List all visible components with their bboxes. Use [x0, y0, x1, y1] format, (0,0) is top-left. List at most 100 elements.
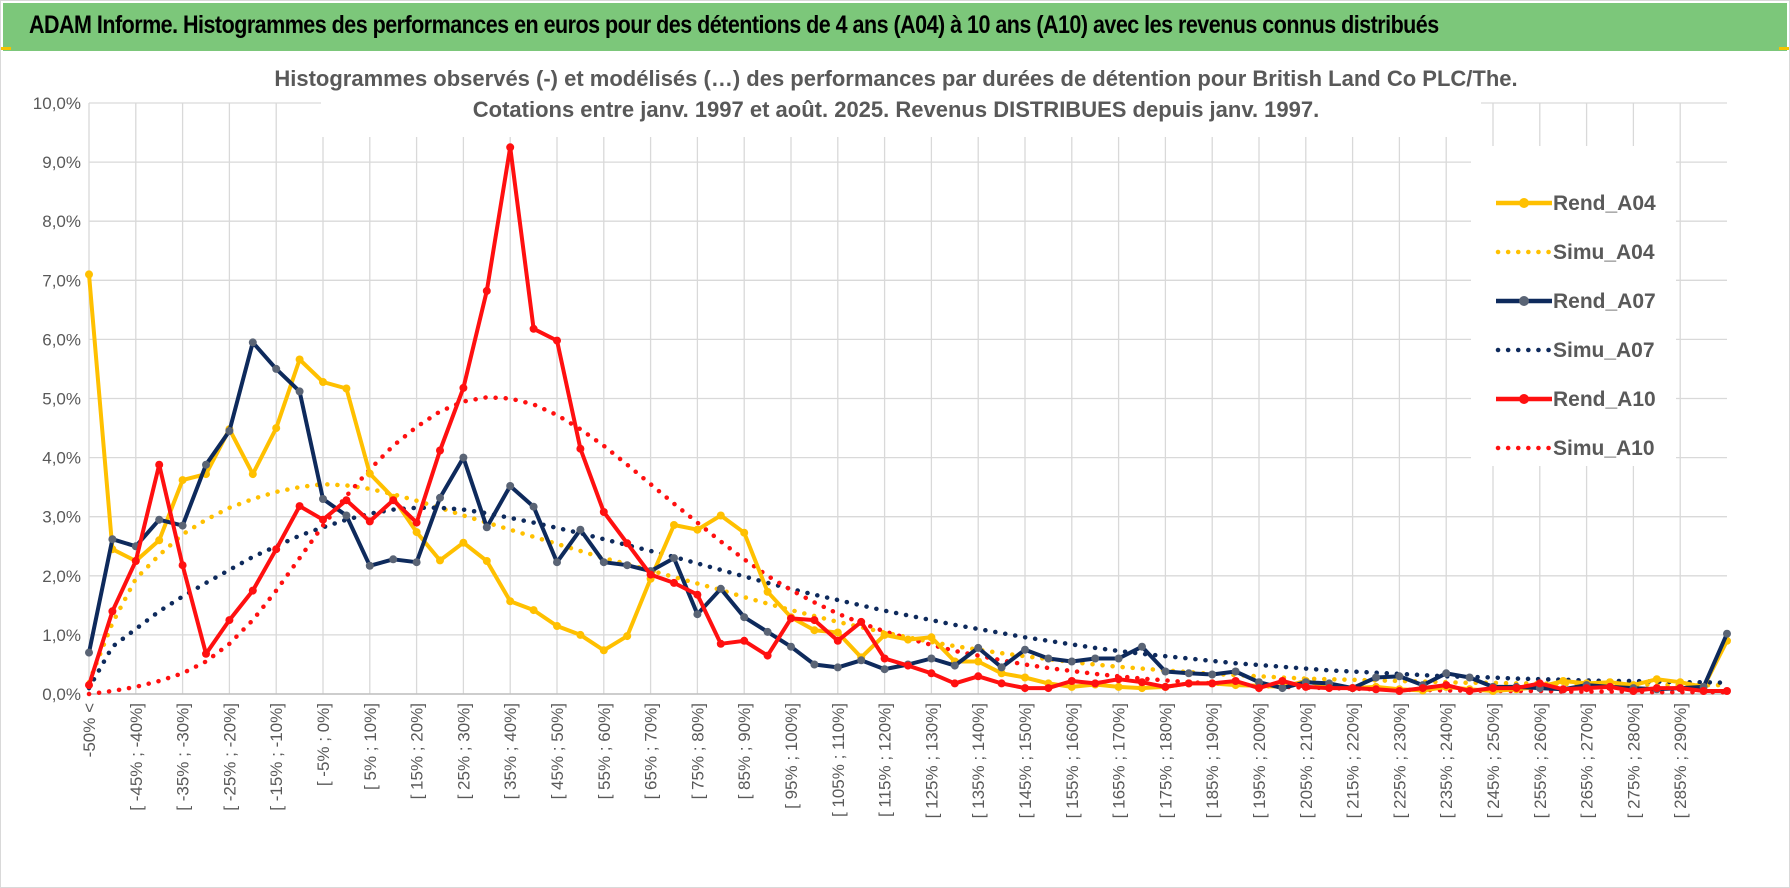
data-point: [623, 539, 632, 548]
data-point: [248, 586, 257, 595]
data-point: [670, 521, 678, 529]
data-point: [693, 610, 702, 619]
x-tick-label: [ -15% ; -10%]: [267, 703, 286, 811]
data-point: [1021, 673, 1029, 682]
legend-label: Rend_A07: [1553, 290, 1656, 313]
y-tick-label: 1,0%: [42, 626, 81, 645]
data-point: [1348, 684, 1357, 693]
data-point: [974, 643, 983, 652]
data-point: [412, 528, 421, 537]
legend-item-rend-a04: Rend_A04: [1496, 192, 1656, 215]
data-point: [389, 555, 398, 564]
data-point: [1559, 685, 1568, 694]
y-tick-label: 10,0%: [33, 94, 81, 113]
data-point: [482, 523, 491, 532]
data-point: [1372, 685, 1380, 694]
legend-item-simu-a04: Simu_A04: [1495, 241, 1655, 264]
x-tick-label: [ 205% ; 210%]: [1297, 703, 1316, 818]
data-point: [1278, 677, 1287, 685]
data-point: [1138, 684, 1146, 693]
x-tick-label: [ 45% ; 50%]: [548, 703, 567, 799]
data-point: [319, 495, 327, 503]
data-point: [1067, 657, 1076, 666]
data-point: [623, 561, 632, 570]
data-point: [436, 493, 444, 502]
data-point: [1161, 682, 1170, 691]
data-point: [436, 556, 444, 565]
data-point: [927, 669, 936, 678]
data-point: [295, 387, 304, 396]
data-point: [833, 663, 842, 672]
data-point: [202, 460, 210, 469]
x-tick-label: [ 55% ; 60%]: [595, 703, 614, 799]
data-point: [1067, 682, 1076, 691]
data-point: [1138, 678, 1146, 687]
data-point: [1442, 681, 1451, 690]
legend-marker: [1519, 296, 1529, 306]
data-point: [178, 521, 187, 530]
data-point: [1535, 679, 1544, 688]
data-point: [1278, 684, 1287, 693]
data-point: [693, 525, 702, 534]
legend-marker: [1519, 394, 1529, 404]
data-point: [1138, 642, 1146, 651]
data-point: [927, 633, 936, 642]
data-point: [810, 626, 819, 635]
data-point: [1395, 687, 1404, 695]
data-point: [506, 597, 515, 606]
data-point: [740, 528, 749, 537]
data-point: [85, 681, 93, 690]
data-point: [810, 616, 819, 625]
x-tick-label: [ -25% ; -20%]: [220, 703, 239, 811]
data-point: [1044, 654, 1053, 663]
legend-marker: [1519, 198, 1529, 208]
data-point: [506, 482, 515, 490]
data-point: [857, 617, 866, 626]
data-point: [997, 679, 1006, 688]
data-point: [1652, 675, 1661, 684]
chart-subtitle: Cotations entre janv. 1997 et août. 2025…: [473, 97, 1319, 122]
data-point: [459, 383, 468, 392]
data-point: [529, 606, 538, 615]
data-point: [1091, 654, 1100, 663]
x-tick-label: [ 135% ; 140%]: [969, 703, 988, 818]
data-point: [950, 661, 959, 670]
data-point: [904, 661, 912, 670]
data-point: [1395, 672, 1404, 681]
data-point: [272, 424, 281, 433]
data-point: [1465, 687, 1474, 695]
data-point: [319, 515, 327, 524]
legend-item-simu-a07: Simu_A07: [1495, 339, 1655, 362]
data-point: [248, 338, 257, 347]
legend-label: Rend_A10: [1553, 388, 1656, 411]
data-point: [529, 324, 538, 333]
data-point: [459, 538, 468, 547]
data-point: [670, 578, 678, 587]
data-point: [553, 336, 561, 345]
data-point: [272, 364, 281, 373]
x-tick-label: [ 195% ; 200%]: [1250, 703, 1269, 818]
data-point: [1723, 687, 1731, 695]
data-point: [974, 672, 983, 681]
data-point: [1512, 684, 1521, 693]
x-tick-label: [ -45% ; -40%]: [127, 703, 146, 811]
data-point: [740, 636, 749, 645]
data-point: [880, 665, 889, 674]
data-point: [342, 496, 351, 505]
legend-label: Simu_A07: [1553, 339, 1655, 362]
data-point: [178, 561, 187, 570]
data-point: [1418, 684, 1427, 693]
x-tick-label: [ 285% ; 290%]: [1671, 703, 1690, 818]
data-point: [85, 648, 93, 657]
data-point: [576, 630, 585, 639]
data-point: [1044, 684, 1053, 693]
data-point: [506, 143, 515, 152]
data-point: [155, 536, 164, 545]
x-tick-label: [ 85% ; 90%]: [735, 703, 754, 799]
data-point: [482, 557, 491, 565]
data-point: [880, 654, 889, 663]
x-tick-label: [ 5% ; 10%]: [361, 703, 380, 790]
data-point: [553, 622, 561, 630]
x-tick-label: [ 25% ; 30%]: [454, 703, 473, 799]
